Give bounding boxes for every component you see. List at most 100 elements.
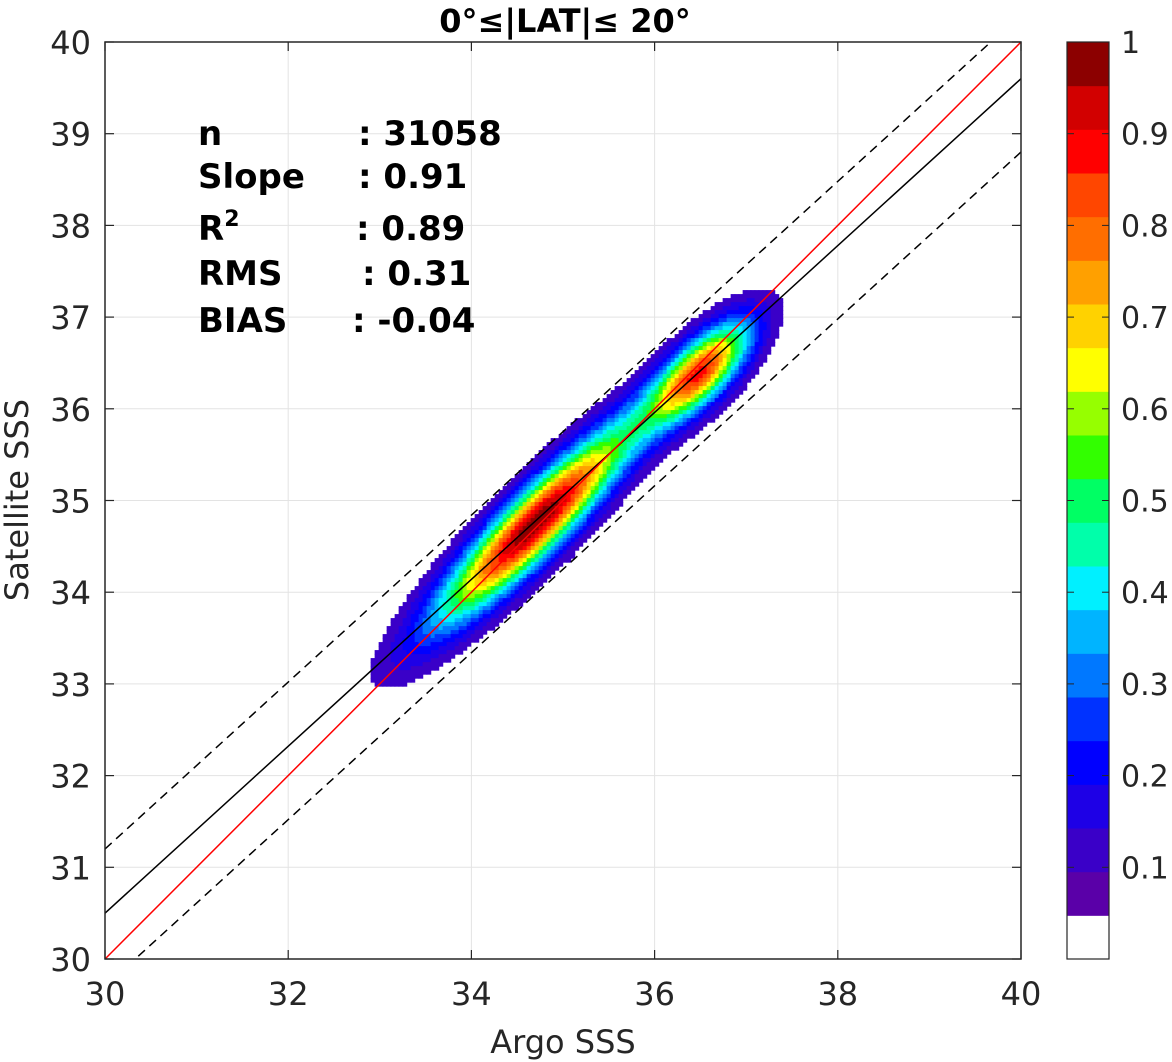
density-cell	[402, 662, 408, 667]
density-cell	[706, 406, 712, 411]
density-cell	[590, 478, 596, 483]
density-cell	[562, 446, 568, 451]
density-cell	[694, 426, 700, 431]
density-cell	[606, 418, 612, 423]
density-cell	[698, 374, 704, 379]
density-cell	[618, 494, 624, 499]
density-cell	[722, 302, 728, 307]
density-cell	[546, 466, 552, 471]
density-cell	[682, 378, 688, 383]
density-cell	[398, 646, 404, 651]
density-cell	[594, 434, 600, 439]
density-cell	[682, 390, 688, 395]
density-cell	[650, 390, 656, 395]
density-cell	[538, 538, 544, 543]
density-cell	[770, 314, 776, 319]
density-cell	[574, 426, 580, 431]
density-cell	[494, 538, 500, 543]
density-cell	[426, 582, 432, 587]
density-cell	[566, 446, 572, 451]
density-cell	[574, 510, 580, 515]
density-cell	[618, 502, 624, 507]
density-cell	[542, 466, 548, 471]
density-cell	[450, 550, 456, 555]
density-cell	[610, 502, 616, 507]
density-cell	[370, 678, 376, 683]
density-cell	[738, 390, 744, 395]
density-cell	[478, 514, 484, 519]
density-cell	[538, 466, 544, 471]
chart-title: 0°≤|LAT|≤ 20°	[439, 2, 690, 41]
density-cell	[570, 546, 576, 551]
density-cell	[582, 502, 588, 507]
density-cell	[578, 522, 584, 527]
density-cell	[558, 502, 564, 507]
density-cell	[478, 594, 484, 599]
density-cell	[558, 494, 564, 499]
density-cell	[582, 506, 588, 511]
stat-label: Slope	[198, 157, 305, 197]
density-cell	[606, 422, 612, 427]
density-cell	[534, 470, 540, 475]
density-cell	[446, 550, 452, 555]
density-cell	[538, 502, 544, 507]
density-cell	[542, 486, 548, 491]
y-tick-label: 40	[50, 24, 91, 62]
density-cell	[434, 566, 440, 571]
density-cell	[434, 578, 440, 583]
density-cell	[686, 434, 692, 439]
density-cell	[526, 526, 532, 531]
density-cell	[574, 466, 580, 471]
density-cell	[398, 634, 404, 639]
density-cell	[726, 350, 732, 355]
y-tick-label: 30	[50, 941, 91, 979]
density-cell	[626, 406, 632, 411]
density-cell	[610, 450, 616, 455]
density-cell	[502, 510, 508, 515]
density-cell	[550, 506, 556, 511]
density-cell	[454, 610, 460, 615]
density-cell	[518, 474, 524, 479]
density-cell	[730, 366, 736, 371]
density-cell	[678, 410, 684, 415]
density-cell	[390, 666, 396, 671]
density-cell	[678, 434, 684, 439]
density-cell	[722, 330, 728, 335]
density-cell	[558, 530, 564, 535]
density-cell	[750, 322, 756, 327]
density-cell	[678, 378, 684, 383]
density-cell	[382, 646, 388, 651]
density-cell	[394, 622, 400, 627]
density-cell	[526, 506, 532, 511]
density-cell	[446, 570, 452, 575]
density-cell	[470, 614, 476, 619]
density-cell	[530, 534, 536, 539]
density-cell	[654, 378, 660, 383]
density-cell	[630, 478, 636, 483]
density-cell	[474, 610, 480, 615]
density-cell	[458, 530, 464, 535]
density-cell	[458, 574, 464, 579]
density-cell	[546, 454, 552, 459]
density-cell	[594, 422, 600, 427]
density-cell	[478, 618, 484, 623]
density-cell	[702, 334, 708, 339]
density-cell	[754, 362, 760, 367]
density-cell	[430, 578, 436, 583]
density-cell	[430, 610, 436, 615]
density-cell	[730, 306, 736, 311]
density-cell	[510, 538, 516, 543]
density-cell	[374, 666, 380, 671]
density-cell	[718, 362, 724, 367]
density-cell	[526, 586, 532, 591]
density-cell	[446, 582, 452, 587]
density-cell	[558, 474, 564, 479]
density-cell	[590, 518, 596, 523]
density-cell	[678, 398, 684, 403]
density-cell	[422, 602, 428, 607]
density-cell	[542, 558, 548, 563]
density-cell	[570, 442, 576, 447]
density-cell	[442, 554, 448, 559]
density-cell	[422, 630, 428, 635]
density-cell	[502, 538, 508, 543]
